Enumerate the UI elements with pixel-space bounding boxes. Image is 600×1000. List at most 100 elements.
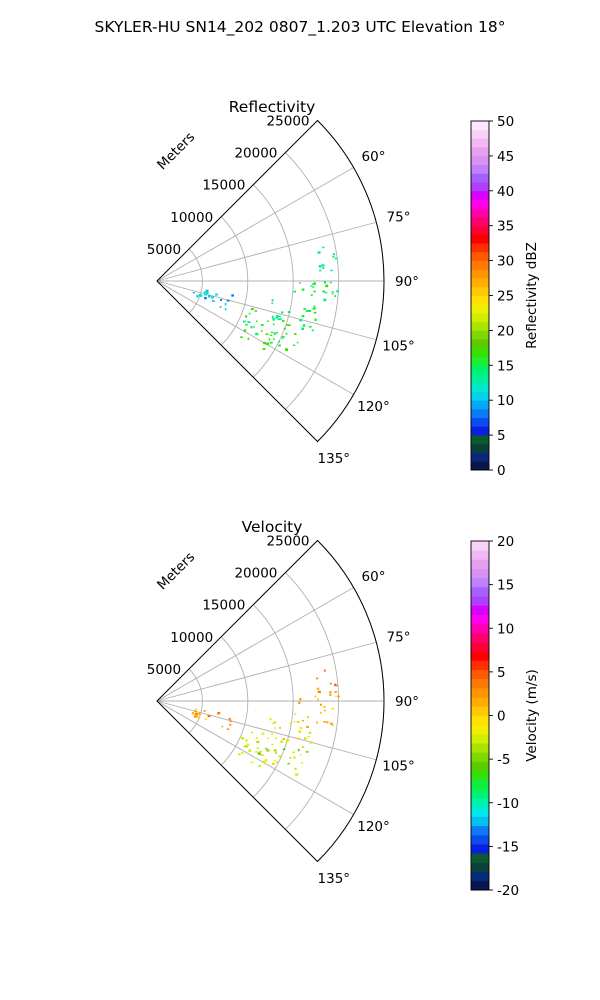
echo-gate [264, 763, 266, 765]
colorbar-segment [471, 339, 489, 349]
colorbar-segment [471, 678, 489, 689]
echo-gate [255, 320, 258, 323]
colorbar-tick-label: 35 [497, 219, 514, 235]
colorbar-segment [471, 365, 489, 375]
echo-gate [255, 737, 259, 739]
colorbar-segment [471, 173, 489, 183]
echo-gate [269, 334, 273, 336]
echo-gate [309, 741, 313, 744]
azimuth-tick-label: 135° [318, 451, 351, 467]
echo-gate [224, 303, 227, 306]
echo-gate [197, 716, 201, 719]
colorbar-segment [471, 788, 489, 799]
colorbar-segment [471, 443, 489, 453]
echo-gate [322, 290, 325, 293]
echo-gate [255, 751, 257, 753]
echo-gate [304, 737, 307, 740]
echo-gate [311, 329, 314, 332]
echo-gate [193, 715, 197, 718]
echo-gate [260, 324, 264, 326]
echo-gate [283, 327, 286, 330]
echo-gate [314, 318, 317, 321]
colorbar-segment [471, 452, 489, 462]
colorbar-label: Velocity (m/s) [524, 669, 540, 762]
echo-gate [293, 756, 296, 759]
echo-gate [331, 291, 335, 293]
colorbar-segment [471, 660, 489, 670]
echo-gate [301, 327, 304, 331]
colorbar-tick-label: 30 [497, 254, 514, 270]
echo-gate [295, 773, 297, 776]
colorbar-segment [471, 286, 489, 296]
colorbar-segment [471, 798, 489, 808]
echo-gate [284, 348, 288, 350]
echo-gate [257, 751, 260, 754]
echo-gate [275, 751, 277, 754]
echo-gate [329, 682, 332, 685]
echo-gate [278, 315, 281, 318]
azimuth-spoke [156, 700, 354, 815]
echo-gate [274, 727, 277, 729]
range-tick-label: 10000 [170, 210, 213, 226]
echo-gate [267, 320, 270, 322]
colorbar-segment [471, 715, 489, 726]
colorbar-segment [471, 121, 489, 131]
azimuth-tick-label: 135° [318, 871, 351, 887]
colorbar-segment [471, 559, 489, 569]
echo-gate [312, 307, 316, 310]
colorbar-segment [471, 208, 489, 218]
colorbar-segment [471, 216, 489, 227]
echo-layer [191, 669, 340, 776]
echo-gate [273, 749, 277, 752]
echo-gate [228, 718, 232, 720]
echo-gate [278, 341, 280, 343]
echo-gate [325, 284, 329, 288]
echo-gate [330, 722, 333, 725]
echo-gate [323, 705, 326, 708]
colorbar-segment [471, 295, 489, 305]
echo-gate [250, 308, 254, 311]
colorbar-segment [471, 825, 489, 836]
echo-gate [306, 725, 309, 729]
echo-gate [293, 713, 297, 715]
colorbar-tick-label: 5 [497, 428, 506, 444]
echo-gate [279, 726, 282, 729]
echo-gate [260, 330, 263, 332]
echo-gate [215, 293, 219, 296]
azimuth-spoke [156, 221, 377, 282]
echo-gate [195, 708, 198, 710]
echo-gate [229, 720, 233, 723]
echo-gate [313, 282, 316, 285]
colorbar-segment [471, 880, 489, 891]
echo-gate [292, 344, 296, 347]
echo-gate [262, 348, 266, 351]
figure-title: SKYLER-HU SN14_202 0807_1.203 UTC Elevat… [95, 18, 506, 37]
echo-gate [210, 296, 215, 299]
echo-gate [204, 718, 208, 720]
echo-gate [262, 760, 266, 764]
colorbar-segment [471, 733, 489, 744]
range-tick-label: 20000 [234, 146, 277, 162]
echo-gate [271, 299, 274, 302]
echo-gate [329, 694, 332, 696]
range-tick-label: 25000 [267, 533, 310, 549]
echo-gate [316, 721, 318, 724]
colorbar-tick-label: 25 [497, 289, 514, 305]
echo-gate [198, 294, 202, 296]
azimuth-tick-label: 90° [395, 694, 419, 710]
colorbar-segment [471, 129, 489, 139]
echo-gate [301, 719, 305, 722]
colorbar-segment [471, 779, 489, 790]
echo-gate [337, 695, 340, 698]
echo-gate [310, 294, 313, 296]
echo-gate [277, 318, 281, 321]
colorbar-segment [471, 138, 489, 148]
echo-gate [278, 344, 281, 347]
colorbar-tick-label: -15 [497, 839, 519, 855]
echo-gate [302, 746, 305, 748]
echo-gate [276, 331, 278, 334]
echo-gate [301, 762, 304, 764]
colorbar-segment [471, 577, 489, 588]
colorbar-tick-label: -10 [497, 796, 519, 812]
